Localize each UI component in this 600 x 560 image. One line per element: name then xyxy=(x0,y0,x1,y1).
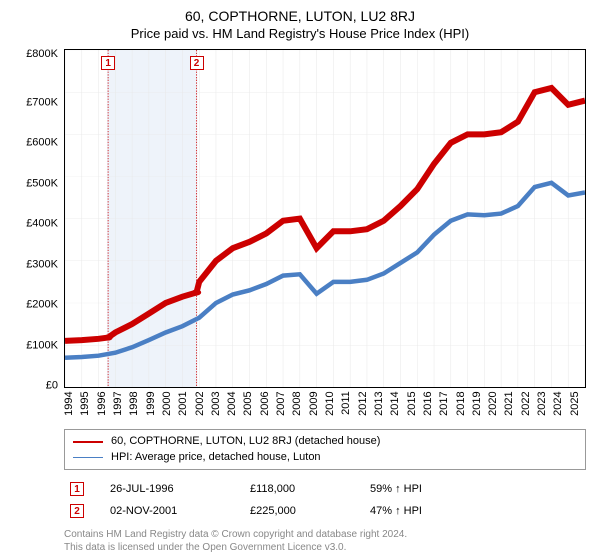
x-tick-label: 2006 xyxy=(260,388,276,423)
footnote-line-2: This data is licensed under the Open Gov… xyxy=(64,541,586,554)
x-tick-label: 2007 xyxy=(276,388,292,423)
legend: 60, COPTHORNE, LUTON, LU2 8RJ (detached … xyxy=(64,429,586,470)
footnote: Contains HM Land Registry data © Crown c… xyxy=(64,528,586,554)
x-tick-label: 2015 xyxy=(407,388,423,423)
x-tick-label: 2021 xyxy=(504,388,520,423)
x-tick-label: 2002 xyxy=(195,388,211,423)
x-tick-label: 2011 xyxy=(341,388,357,423)
footnote-line-1: Contains HM Land Registry data © Crown c… xyxy=(64,528,586,541)
x-tick-label: 1996 xyxy=(97,388,113,423)
x-tick-label: 1994 xyxy=(64,388,80,423)
transaction-date: 26-JUL-1996 xyxy=(104,478,244,500)
y-tick-label: £0 xyxy=(14,381,58,392)
x-tick-label: 2001 xyxy=(178,388,194,423)
x-tick-label: 1999 xyxy=(146,388,162,423)
transactions-table: 1 26-JUL-1996 £118,000 59% ↑ HPI 2 02-NO… xyxy=(64,478,586,522)
chart-subtitle: Price paid vs. HM Land Registry's House … xyxy=(14,26,586,41)
transaction-marker-icon: 2 xyxy=(70,504,84,518)
transaction-date: 02-NOV-2001 xyxy=(104,500,244,522)
transaction-row: 1 26-JUL-1996 £118,000 59% ↑ HPI xyxy=(64,478,586,500)
legend-item-hpi: HPI: Average price, detached house, Luto… xyxy=(73,450,577,465)
x-tick-label: 2008 xyxy=(292,388,308,423)
y-tick-label: £700K xyxy=(14,97,58,108)
plot-area: 12 xyxy=(64,49,586,388)
x-axis: 1994199519961997199819992000200120022003… xyxy=(64,388,586,423)
y-tick-label: £600K xyxy=(14,138,58,149)
x-tick-label: 2000 xyxy=(162,388,178,423)
x-tick-label: 2009 xyxy=(309,388,325,423)
x-tick-label: 2004 xyxy=(227,388,243,423)
x-tick-label: 2010 xyxy=(325,388,341,423)
x-tick-label: 2019 xyxy=(472,388,488,423)
chart-title: 60, COPTHORNE, LUTON, LU2 8RJ xyxy=(14,8,586,24)
x-tick-label: 2018 xyxy=(456,388,472,423)
legend-label-hpi: HPI: Average price, detached house, Luto… xyxy=(111,450,321,465)
x-tick-label: 1995 xyxy=(80,388,96,423)
x-tick-label: 2016 xyxy=(423,388,439,423)
legend-swatch-property xyxy=(73,441,103,443)
x-tick-label: 2014 xyxy=(390,388,406,423)
x-tick-label: 2012 xyxy=(358,388,374,423)
transaction-marker-icon: 1 xyxy=(70,482,84,496)
legend-item-property: 60, COPTHORNE, LUTON, LU2 8RJ (detached … xyxy=(73,434,577,449)
x-tick-label: 2003 xyxy=(211,388,227,423)
x-tick-label: 1998 xyxy=(129,388,145,423)
y-tick-label: £400K xyxy=(14,219,58,230)
x-tick-label: 2017 xyxy=(439,388,455,423)
chart-marker-1: 1 xyxy=(101,56,115,70)
x-tick-label: 2013 xyxy=(374,388,390,423)
transaction-price: £225,000 xyxy=(244,500,364,522)
x-tick-label: 2024 xyxy=(553,388,569,423)
chart-marker-2: 2 xyxy=(190,56,204,70)
x-tick-label: 2025 xyxy=(570,388,586,423)
x-tick-label: 2023 xyxy=(537,388,553,423)
chart-container: 60, COPTHORNE, LUTON, LU2 8RJ Price paid… xyxy=(0,0,600,560)
transaction-diff: 59% ↑ HPI xyxy=(364,478,586,500)
transaction-diff: 47% ↑ HPI xyxy=(364,500,586,522)
transaction-price: £118,000 xyxy=(244,478,364,500)
y-tick-label: £100K xyxy=(14,340,58,351)
x-tick-label: 2020 xyxy=(488,388,504,423)
x-tick-label: 2005 xyxy=(243,388,259,423)
chart-area: £800K £700K £600K £500K £400K £300K £200K £100K… xyxy=(14,49,586,388)
legend-swatch-hpi xyxy=(73,457,103,459)
y-axis: £800K £700K £600K £500K £400K £300K £200K £100K… xyxy=(14,49,64,388)
y-tick-label: £300K xyxy=(14,259,58,270)
x-tick-label: 1997 xyxy=(113,388,129,423)
transaction-row: 2 02-NOV-2001 £225,000 47% ↑ HPI xyxy=(64,500,586,522)
y-tick-label: £500K xyxy=(14,178,58,189)
legend-label-property: 60, COPTHORNE, LUTON, LU2 8RJ (detached … xyxy=(111,434,380,449)
x-tick-label: 2022 xyxy=(521,388,537,423)
y-tick-label: £200K xyxy=(14,300,58,311)
y-tick-label: £800K xyxy=(14,49,58,60)
